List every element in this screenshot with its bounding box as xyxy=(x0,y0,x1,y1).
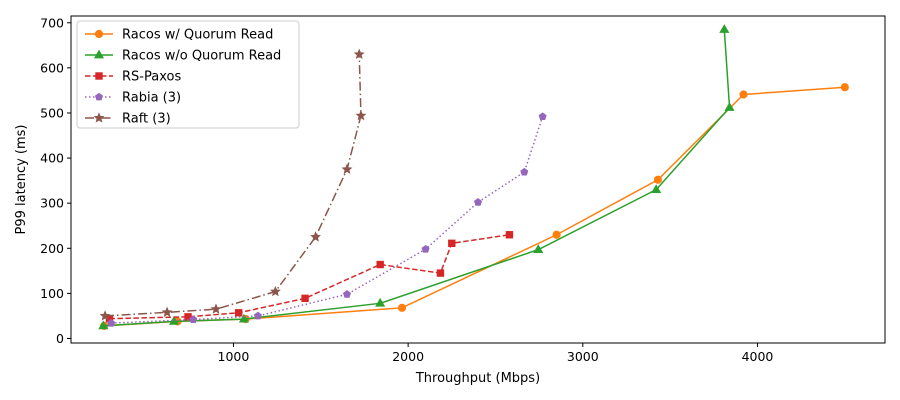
data-point xyxy=(533,244,544,253)
series-line xyxy=(103,29,731,327)
legend-label: Rabia (3) xyxy=(122,91,181,106)
y-tick-label: 0 xyxy=(56,331,64,346)
data-point xyxy=(436,269,445,277)
data-point xyxy=(376,260,384,269)
data-point xyxy=(520,167,529,176)
y-axis-label: P99 latency (ms) xyxy=(14,125,29,235)
data-point xyxy=(269,285,281,297)
data-point xyxy=(99,310,111,321)
data-point xyxy=(189,315,198,323)
data-point xyxy=(505,231,514,239)
data-point xyxy=(301,294,309,303)
y-tick-label: 200 xyxy=(40,241,64,256)
data-point xyxy=(310,231,321,242)
legend-box xyxy=(76,20,300,129)
x-tick-label: 3000 xyxy=(567,349,599,364)
series-line xyxy=(109,234,510,320)
data-point xyxy=(238,313,249,323)
data-point xyxy=(840,83,849,92)
legend-label: Raft (3) xyxy=(122,112,171,127)
legend: Racos w/ Quorum Read Racos w/o Quorum Rea… xyxy=(76,20,300,129)
y-tick-label: 500 xyxy=(40,105,64,120)
data-point xyxy=(552,230,561,239)
data-point xyxy=(724,102,735,111)
data-point xyxy=(342,290,352,298)
series-line xyxy=(105,54,362,317)
x-axis-label: Throughput (Mbps) xyxy=(415,371,540,386)
legend-label: RS-Paxos xyxy=(122,70,181,85)
data-point xyxy=(739,90,748,99)
y-tick-label: 600 xyxy=(40,60,64,75)
legend-label: Racos w/o Quorum Read xyxy=(122,49,281,64)
legend-entry: Raft (3) xyxy=(85,112,171,127)
x-tick-label: 2000 xyxy=(392,349,424,364)
data-point xyxy=(253,311,262,320)
data-point xyxy=(210,303,222,314)
series-4 xyxy=(99,48,367,321)
x-tick-label: 4000 xyxy=(742,349,774,364)
legend-marker xyxy=(94,29,104,39)
y-tick-label: 400 xyxy=(40,151,64,166)
data-point xyxy=(98,320,109,330)
x-tick-label: 1000 xyxy=(218,349,250,364)
legend-entry: Rabia (3) xyxy=(85,91,181,106)
legend-entry: RS-Paxos xyxy=(85,70,181,85)
data-point xyxy=(341,163,353,174)
legend-marker xyxy=(93,112,105,123)
legend-marker xyxy=(93,49,105,59)
y-tick-label: 100 xyxy=(40,286,64,301)
plot-area xyxy=(98,24,849,330)
series-2 xyxy=(105,231,514,323)
data-point xyxy=(473,198,483,206)
y-tick-label: 300 xyxy=(40,196,64,211)
data-point xyxy=(653,175,663,184)
legend-entry: Racos w/o Quorum Read xyxy=(85,49,281,64)
legend-marker xyxy=(94,92,104,101)
legend-label: Racos w/ Quorum Read xyxy=(122,28,273,43)
legend-entry: Racos w/ Quorum Read xyxy=(85,28,273,43)
plot-frame xyxy=(70,15,886,344)
data-point xyxy=(234,309,243,317)
data-point xyxy=(353,48,365,59)
data-point xyxy=(448,239,456,248)
data-point xyxy=(651,184,662,194)
axis-ticks: 1000 2000 3000 4000 0 100 200 300 400 500 600 700 xyxy=(40,15,773,364)
series-3 xyxy=(107,112,547,327)
data-point xyxy=(355,109,367,121)
series-1 xyxy=(98,24,735,330)
data-point xyxy=(107,318,116,327)
data-point xyxy=(719,24,730,33)
data-point xyxy=(397,303,407,312)
y-tick-label: 700 xyxy=(40,15,64,30)
series-line xyxy=(111,116,544,324)
legend-marker xyxy=(95,72,103,80)
data-point xyxy=(375,297,386,307)
data-point xyxy=(161,306,173,317)
data-point xyxy=(538,112,547,120)
data-point xyxy=(421,244,430,253)
